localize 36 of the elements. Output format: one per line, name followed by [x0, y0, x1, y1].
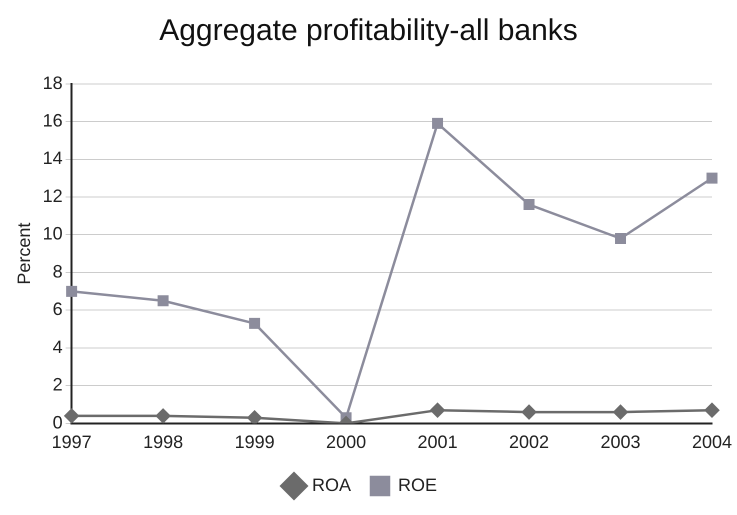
- point: [156, 408, 170, 424]
- point: [64, 408, 79, 424]
- y-tick-label: 12: [42, 186, 63, 206]
- legend-label: ROE: [398, 474, 438, 495]
- x-tick-label: 2004: [692, 432, 732, 452]
- point: [247, 410, 262, 424]
- x-tick-label: 2000: [326, 432, 366, 452]
- x-tick-label: 2001: [418, 432, 458, 452]
- point: [249, 318, 260, 329]
- y-axis-title: Percent: [14, 222, 34, 285]
- y-tick-label: 2: [52, 374, 63, 395]
- x-tick-label: 2002: [509, 432, 550, 452]
- x-tick-label: 1999: [234, 432, 275, 452]
- y-tick-label: 18: [42, 72, 63, 93]
- point: [704, 402, 720, 418]
- y-tick-label: 16: [42, 110, 63, 130]
- point: [524, 199, 535, 210]
- x-tick-label: 2003: [600, 432, 641, 452]
- point: [613, 404, 628, 420]
- y-tick-label: 10: [42, 224, 63, 244]
- y-tick-label: 0: [52, 412, 63, 432]
- point: [66, 286, 78, 297]
- point: [706, 172, 718, 184]
- point: [430, 402, 445, 418]
- y-tick-label: 14: [42, 148, 63, 168]
- legend-label: ROA: [312, 474, 352, 495]
- point: [615, 233, 626, 244]
- y-tick-label: 4: [52, 336, 63, 357]
- chart-title: Aggregate profitability-all banks: [158, 14, 579, 48]
- point: [522, 404, 536, 420]
- point: [432, 118, 444, 129]
- x-tick-label: 1998: [143, 432, 184, 452]
- y-tick-label: 6: [52, 299, 63, 320]
- point: [158, 295, 169, 306]
- y-tick-label: 8: [52, 261, 63, 282]
- x-tick-label: 1997: [52, 432, 92, 452]
